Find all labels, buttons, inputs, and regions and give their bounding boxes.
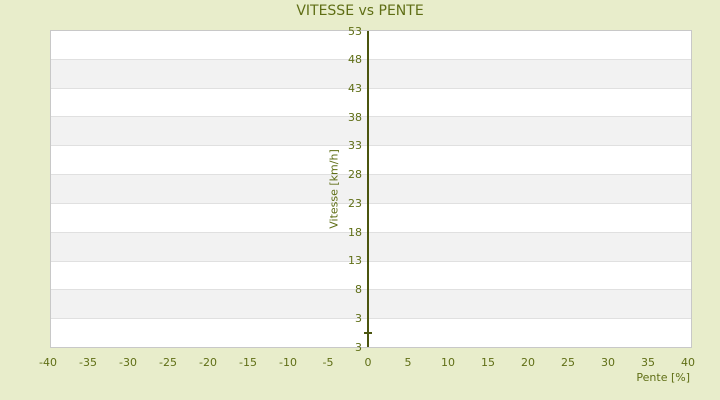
y-tick-label: 23 <box>348 196 362 210</box>
y-axis-title: Vitesse [km/h] <box>327 149 341 229</box>
data-point-marker <box>364 331 372 334</box>
y-tick-label: 3 <box>355 340 362 354</box>
y-axis-line <box>367 31 369 347</box>
grid-band <box>51 31 691 60</box>
grid-band <box>51 232 691 262</box>
y-tick-label: 48 <box>348 53 362 67</box>
grid-band <box>51 59 691 89</box>
x-tick-label: 40 <box>681 356 695 369</box>
x-tick-label: -30 <box>119 356 137 369</box>
y-tick-label: 28 <box>348 168 362 182</box>
x-tick-label: -25 <box>159 356 177 369</box>
y-tick-label: 13 <box>348 254 362 268</box>
grid-band <box>51 89 691 118</box>
y-tick-label: 43 <box>348 81 362 95</box>
y-tick-label: 3 <box>355 311 362 325</box>
y-tick-label: 53 <box>348 24 362 38</box>
chart-title: VITESSE vs PENTE <box>296 3 424 19</box>
x-tick-label: 30 <box>601 356 615 369</box>
grid-band <box>51 204 691 233</box>
grid-band <box>51 175 691 204</box>
x-tick-label: 35 <box>641 356 655 369</box>
x-tick-label: -20 <box>199 356 217 369</box>
x-tick-label: 25 <box>561 356 575 369</box>
x-tick-label: -40 <box>39 356 57 369</box>
x-tick-label: 5 <box>404 356 412 369</box>
grid-band <box>51 146 691 176</box>
x-tick-label: -10 <box>279 356 297 369</box>
grid-band <box>51 290 691 320</box>
x-tick-label: 10 <box>441 356 455 369</box>
x-axis-title: Pente [%] <box>636 371 690 384</box>
y-tick-label: 8 <box>355 283 362 297</box>
x-tick-label: -15 <box>239 356 257 369</box>
x-tick-label: 0 <box>364 356 372 369</box>
x-tick-label: 20 <box>521 356 535 369</box>
y-tick-label: 33 <box>348 139 362 153</box>
grid-band <box>51 262 691 291</box>
x-tick-label: 15 <box>481 356 495 369</box>
y-tick-label: 38 <box>348 110 362 124</box>
y-tick-label: 18 <box>348 225 362 239</box>
grid-band <box>51 117 691 147</box>
x-tick-label: -5 <box>322 356 334 369</box>
grid-bands <box>51 31 691 347</box>
x-tick-label: -35 <box>79 356 97 369</box>
plot-area <box>50 30 692 348</box>
